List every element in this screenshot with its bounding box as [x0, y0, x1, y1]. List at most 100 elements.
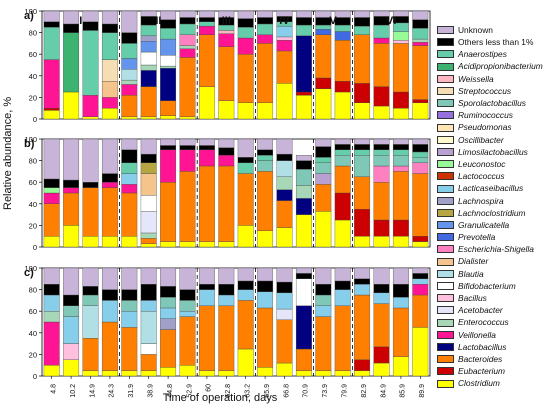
bar-segment — [82, 95, 99, 118]
bar-segment — [392, 284, 409, 298]
bar-segment — [198, 149, 215, 167]
legend-item: Leuconostoc — [437, 158, 550, 170]
bar-segment — [63, 179, 80, 188]
bar-segment — [392, 155, 409, 167]
legend-label: Eubacterium — [458, 366, 506, 377]
bar-segment — [392, 236, 409, 248]
legend-label: Granulicatella — [458, 219, 510, 230]
bar-segment — [295, 370, 312, 377]
bar-segment — [160, 138, 177, 146]
bar-segment — [179, 311, 196, 317]
bar-segment — [63, 10, 80, 25]
bar-segment — [354, 209, 371, 237]
bar-segment — [121, 84, 138, 96]
legend-label: Veillonella — [458, 329, 496, 340]
bar-segment — [257, 23, 274, 35]
bar-segment — [160, 307, 177, 319]
bar-segment — [412, 157, 429, 163]
bar-segment — [334, 144, 351, 150]
bar-segment — [237, 267, 254, 282]
bar-segment — [354, 278, 371, 285]
bar-segment — [276, 362, 293, 377]
y-tick-label: 80 — [29, 157, 37, 166]
bar-segment — [257, 10, 274, 18]
legend-label: Bacteroides — [458, 353, 503, 364]
bar-segment — [82, 294, 99, 306]
bar-segment — [315, 162, 332, 174]
bar-segment — [218, 241, 235, 248]
y-tick-label: 40 — [29, 72, 37, 81]
bar-segment — [160, 145, 177, 150]
legend-swatch — [437, 233, 454, 242]
bar-segment — [276, 10, 293, 17]
bar-segment — [179, 45, 196, 49]
y-tick-label: 60 — [29, 50, 37, 59]
x-tick-label: 84.9 — [380, 384, 387, 398]
bar-segment — [140, 300, 157, 312]
legend-item: Escherichia-Shigella — [437, 243, 550, 255]
panel-label: c) — [24, 267, 34, 279]
legend-label: Anaerostipes — [458, 49, 507, 60]
bar-segment — [334, 192, 351, 221]
bar-segment — [140, 10, 157, 17]
bar-segment — [218, 100, 235, 120]
bar-segment — [101, 289, 118, 301]
bar-segment — [257, 138, 274, 150]
bar-segment — [101, 10, 118, 25]
bar-segment — [334, 91, 351, 120]
bar-segment — [140, 41, 157, 53]
bar-segment — [101, 267, 118, 290]
bar-segment — [276, 25, 293, 38]
legend-item: Lachnospira — [437, 195, 550, 207]
bar-segment — [121, 116, 138, 120]
phase-label: III — [222, 15, 231, 27]
bar-segment — [218, 10, 235, 18]
bar-segment — [82, 21, 99, 31]
bar-segment — [373, 267, 390, 285]
bar-segment — [218, 33, 235, 47]
bar-segment — [412, 273, 429, 279]
bar-segment — [140, 311, 157, 344]
plot-frame — [41, 138, 431, 248]
legend-item: Bacillus — [437, 292, 550, 304]
bar-segment — [237, 289, 254, 301]
y-tick-label: 60 — [29, 178, 37, 187]
legend-item: Lacticaseibacillus — [437, 182, 550, 194]
bar-segment — [334, 370, 351, 377]
bar-segment — [295, 214, 312, 248]
bar-segment — [121, 236, 138, 248]
bar-segment — [237, 37, 254, 55]
bar-segment — [392, 171, 409, 221]
bar-segment — [160, 65, 177, 69]
bar-segment — [121, 370, 138, 377]
legend-label: Bifidobacterium — [458, 280, 516, 291]
bar-segment — [257, 367, 274, 377]
bar-segment — [101, 32, 118, 60]
bar-segment — [354, 284, 371, 296]
legend-label: Prevotella — [458, 232, 496, 243]
legend-label: Acidipropionibacterium — [458, 61, 543, 72]
legend-swatch — [437, 221, 454, 230]
legend-item: Anaerostipes — [437, 48, 550, 60]
bar-segment — [257, 307, 274, 368]
bar-segment — [43, 192, 60, 204]
x-tick-label: 62.8 — [225, 384, 232, 398]
bar-segment — [373, 219, 390, 237]
bar-segment — [373, 86, 390, 107]
bar-segment — [276, 200, 293, 228]
legend-label: Escherichia-Shigella — [458, 244, 534, 255]
legend-label: Streptococcus — [458, 85, 512, 96]
legend-item: Clostridium — [437, 377, 550, 389]
panel-label: b) — [24, 138, 35, 150]
bar-segment — [43, 110, 60, 120]
y-tick-label: 80 — [29, 29, 37, 38]
bar-segment — [334, 289, 351, 306]
bar-segment — [295, 10, 312, 18]
bar-segment — [315, 10, 332, 18]
bar-segment — [140, 343, 157, 355]
bar-segment — [82, 187, 99, 237]
bar-segment — [218, 30, 235, 34]
bar-segment — [140, 116, 157, 120]
bar-segment — [237, 225, 254, 248]
